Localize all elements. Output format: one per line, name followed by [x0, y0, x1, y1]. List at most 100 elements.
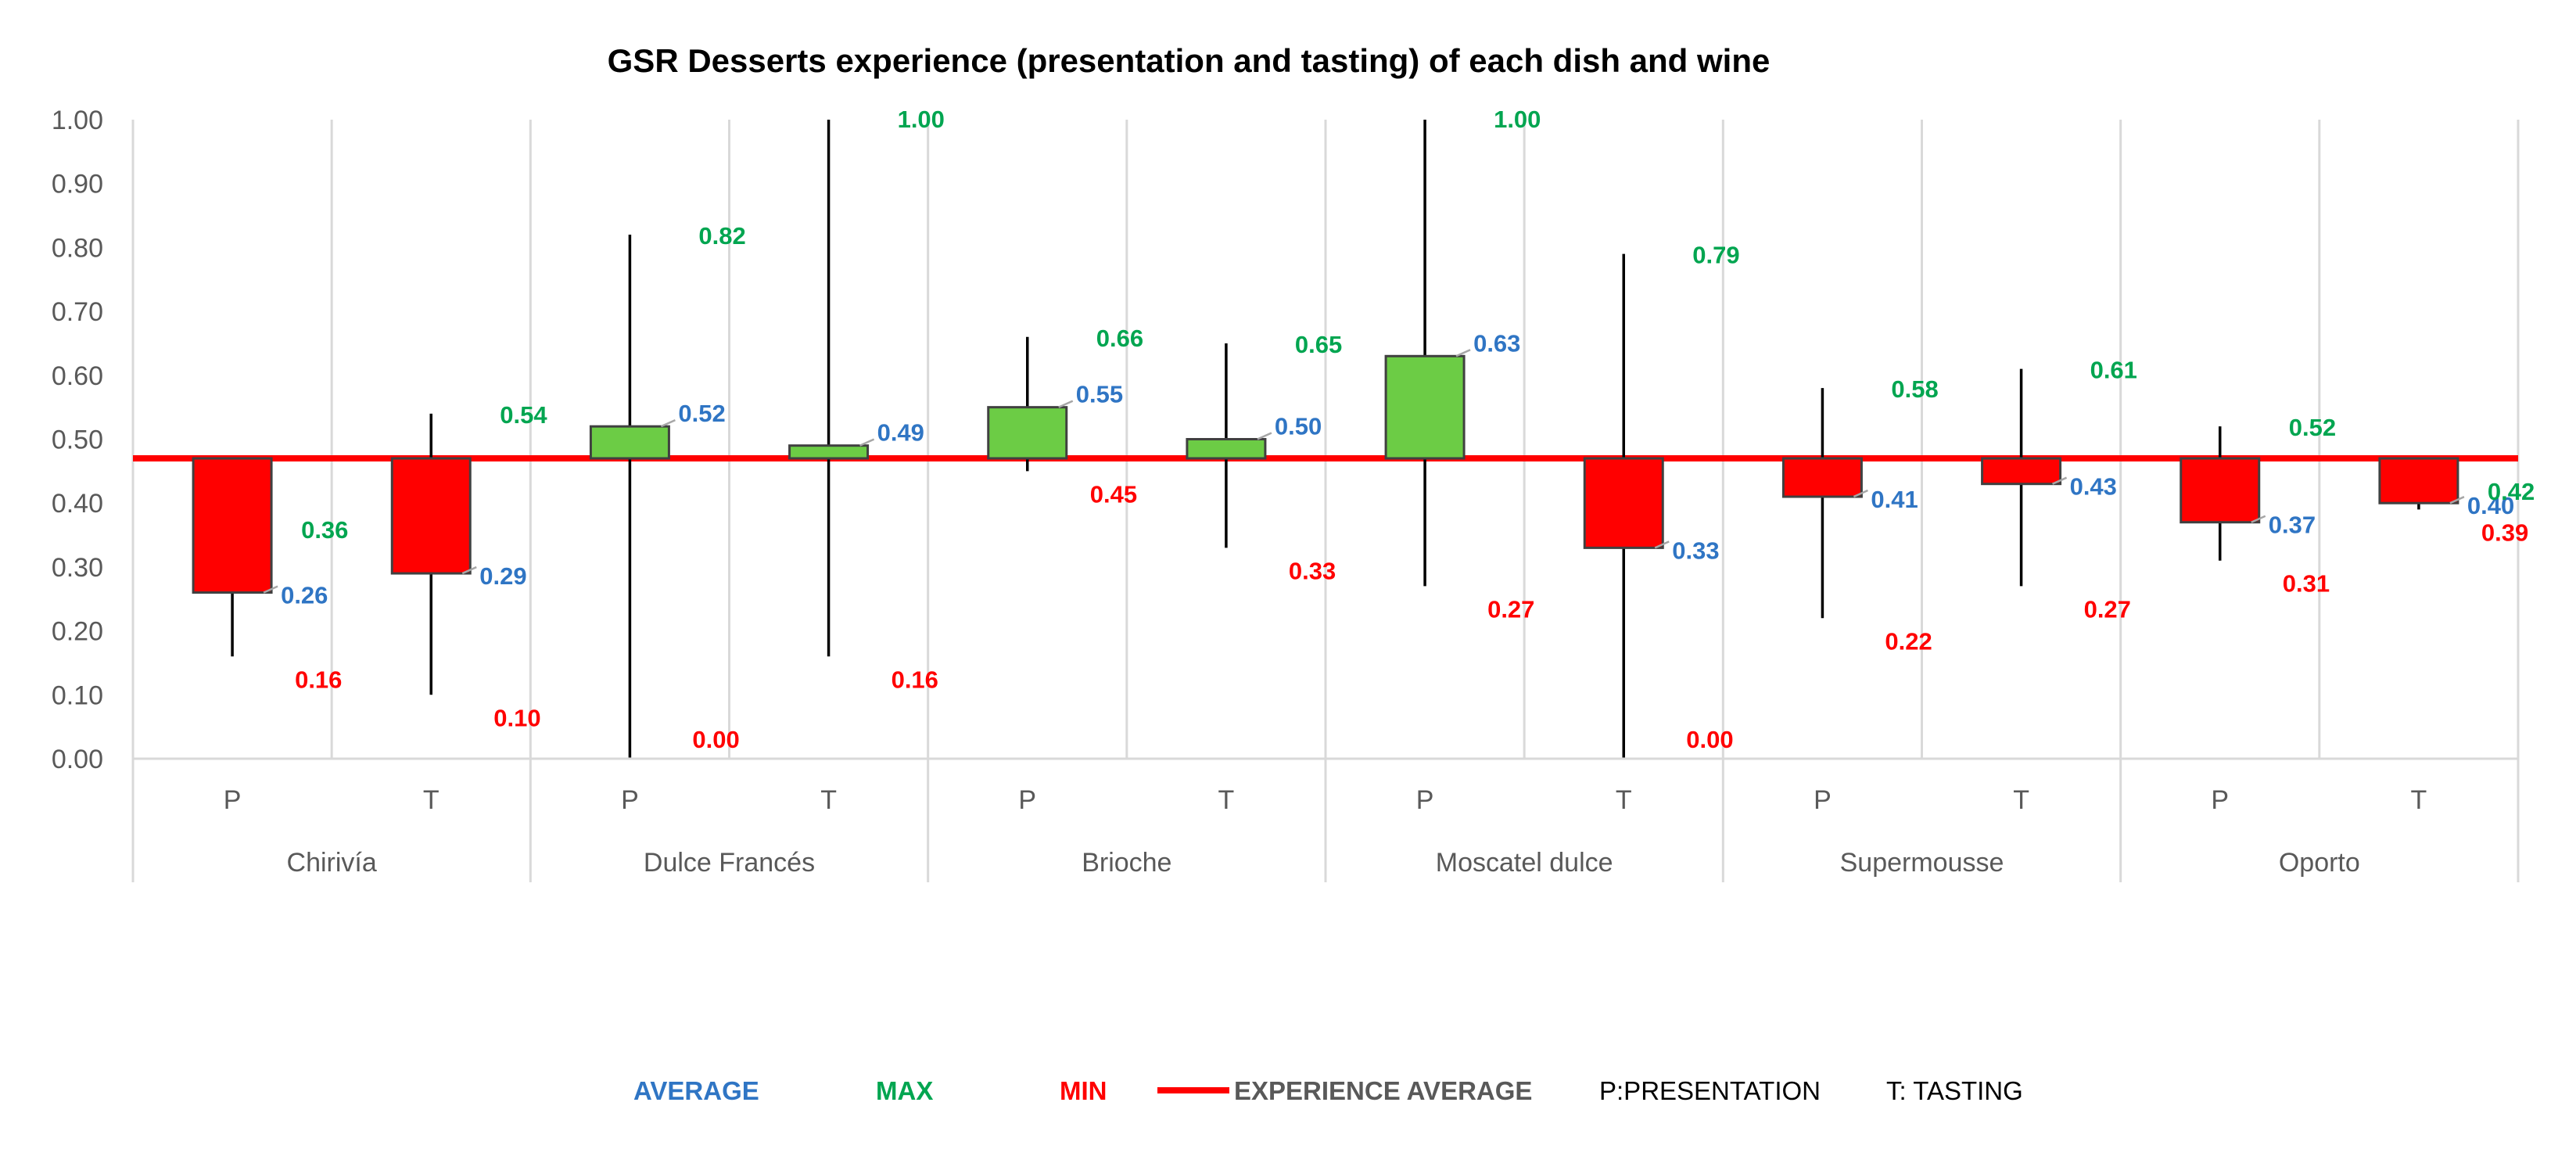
x-subcategory-label: P: [1814, 785, 1832, 815]
average-data-label: 0.26: [281, 582, 328, 609]
y-tick-label: 0.70: [52, 297, 103, 327]
data-labels-layer: 0.26 0.36 0.16 0.29 0.54 0.10 0.52 0.82 0.00 0.49…: [263, 106, 2535, 753]
y-tick-label: 1.00: [52, 106, 103, 135]
average-leader-line: [1853, 489, 1868, 498]
average-data-label: 0.37: [2269, 512, 2316, 539]
y-tick-label: 0.30: [52, 553, 103, 583]
max-data-label: 1.00: [898, 106, 945, 133]
axis-layer: 0.00 0.10 0.20 0.30 0.40 0.50 0.60 0.70 0.80 0.90…: [52, 106, 2518, 878]
max-data-label: 0.58: [1891, 375, 1938, 403]
x-subcategory-label: P: [621, 785, 639, 815]
bar-above-average: [788, 444, 870, 460]
x-subcategory-label: T: [820, 785, 837, 815]
min-data-label: 0.10: [493, 704, 540, 731]
max-data-label: 0.66: [1096, 325, 1143, 352]
average-leader-line: [2251, 515, 2266, 523]
x-category-label: Brioche: [1082, 848, 1171, 878]
min-data-label: 0.45: [1090, 480, 1137, 508]
x-subcategory-label: T: [2013, 785, 2029, 815]
max-data-label: 0.65: [1295, 331, 1342, 358]
bar-below-average: [1781, 457, 1863, 498]
legend-presentation: P:PRESENTATION: [1599, 1076, 1821, 1105]
bar-below-average: [390, 457, 472, 575]
average-leader-line: [1058, 400, 1074, 408]
max-data-label: 0.52: [2289, 414, 2336, 441]
legend-experience-average: EXPERIENCE AVERAGE: [1234, 1076, 1532, 1105]
y-tick-label: 0.40: [52, 489, 103, 519]
grid-layer: [131, 120, 2520, 882]
max-data-label: 0.61: [2090, 357, 2137, 384]
max-data-label: 0.36: [301, 516, 348, 544]
y-tick-label: 0.80: [52, 233, 103, 263]
average-data-label: 0.41: [1871, 486, 1918, 513]
min-data-label: 0.27: [2084, 595, 2131, 623]
min-data-label: 0.39: [2481, 519, 2528, 546]
max-data-label: 0.42: [2488, 478, 2535, 505]
legend-max: MAX: [876, 1076, 933, 1105]
x-subcategory-label: P: [2211, 785, 2229, 815]
x-category-label: Chirivía: [287, 848, 377, 878]
bar-below-average: [2180, 457, 2261, 524]
average-leader-line: [859, 438, 875, 447]
bar-above-average: [987, 406, 1068, 460]
min-data-label: 0.22: [1885, 627, 1932, 655]
x-category-label: Moscatel dulce: [1436, 848, 1613, 878]
bar-below-average: [2378, 457, 2459, 504]
y-tick-label: 0.90: [52, 170, 103, 199]
average-leader-line: [660, 419, 676, 428]
min-data-label: 0.16: [295, 666, 342, 693]
average-data-label: 0.43: [2070, 473, 2117, 501]
chart-title: GSR Desserts experience (presentation an…: [608, 42, 1771, 79]
average-leader-line: [1654, 540, 1670, 549]
average-leader-line: [1455, 349, 1471, 357]
y-tick-label: 0.50: [52, 425, 103, 455]
legend: AVERAGE MAX MIN EXPERIENCE AVERAGE P:PRE…: [633, 1076, 2023, 1105]
legend-min: MIN: [1060, 1076, 1107, 1105]
min-data-label: 0.27: [1487, 595, 1534, 623]
max-data-label: 1.00: [1494, 106, 1541, 133]
x-category-label: Oporto: [2279, 848, 2360, 878]
min-data-label: 0.31: [2283, 570, 2330, 598]
legend-average: AVERAGE: [633, 1076, 759, 1105]
average-data-label: 0.40: [2467, 492, 2514, 519]
y-tick-label: 0.10: [52, 680, 103, 710]
min-data-label: 0.00: [1686, 726, 1733, 753]
average-data-label: 0.55: [1076, 381, 1123, 408]
bar-above-average: [1186, 438, 1267, 460]
min-data-label: 0.16: [892, 666, 938, 693]
y-tick-label: 0.20: [52, 617, 103, 647]
bar-below-average: [192, 457, 273, 594]
x-category-label: Supermousse: [1840, 848, 2004, 878]
average-leader-line: [461, 566, 477, 575]
x-subcategory-label: P: [224, 785, 242, 815]
max-data-label: 0.79: [1692, 242, 1739, 269]
average-data-label: 0.33: [1672, 537, 1719, 564]
average-data-label: 0.63: [1473, 329, 1520, 357]
average-leader-line: [2449, 496, 2465, 504]
average-leader-line: [263, 585, 278, 594]
x-subcategory-label: P: [1018, 785, 1036, 815]
average-leader-line: [1257, 432, 1272, 440]
x-category-label: Dulce Francés: [644, 848, 815, 878]
max-data-label: 0.82: [698, 222, 745, 250]
average-data-label: 0.52: [678, 400, 725, 427]
min-data-label: 0.00: [692, 726, 739, 753]
y-tick-label: 0.00: [52, 745, 103, 774]
average-data-label: 0.29: [479, 562, 526, 590]
average-data-label: 0.50: [1275, 413, 1322, 440]
x-subcategory-label: T: [1218, 785, 1235, 815]
x-subcategory-label: T: [1616, 785, 1632, 815]
max-data-label: 0.54: [500, 401, 547, 429]
x-subcategory-label: T: [423, 785, 439, 815]
marks-layer: [192, 120, 2459, 759]
x-subcategory-label: P: [1416, 785, 1434, 815]
min-data-label: 0.33: [1289, 557, 1336, 584]
bar-above-average: [589, 425, 670, 460]
bar-below-average: [1583, 457, 1664, 549]
bar-above-average: [1384, 354, 1466, 460]
bar-below-average: [1981, 457, 2062, 486]
legend-tasting: T: TASTING: [1886, 1076, 2023, 1105]
x-subcategory-label: T: [2411, 785, 2427, 815]
average-leader-line: [2052, 476, 2068, 485]
